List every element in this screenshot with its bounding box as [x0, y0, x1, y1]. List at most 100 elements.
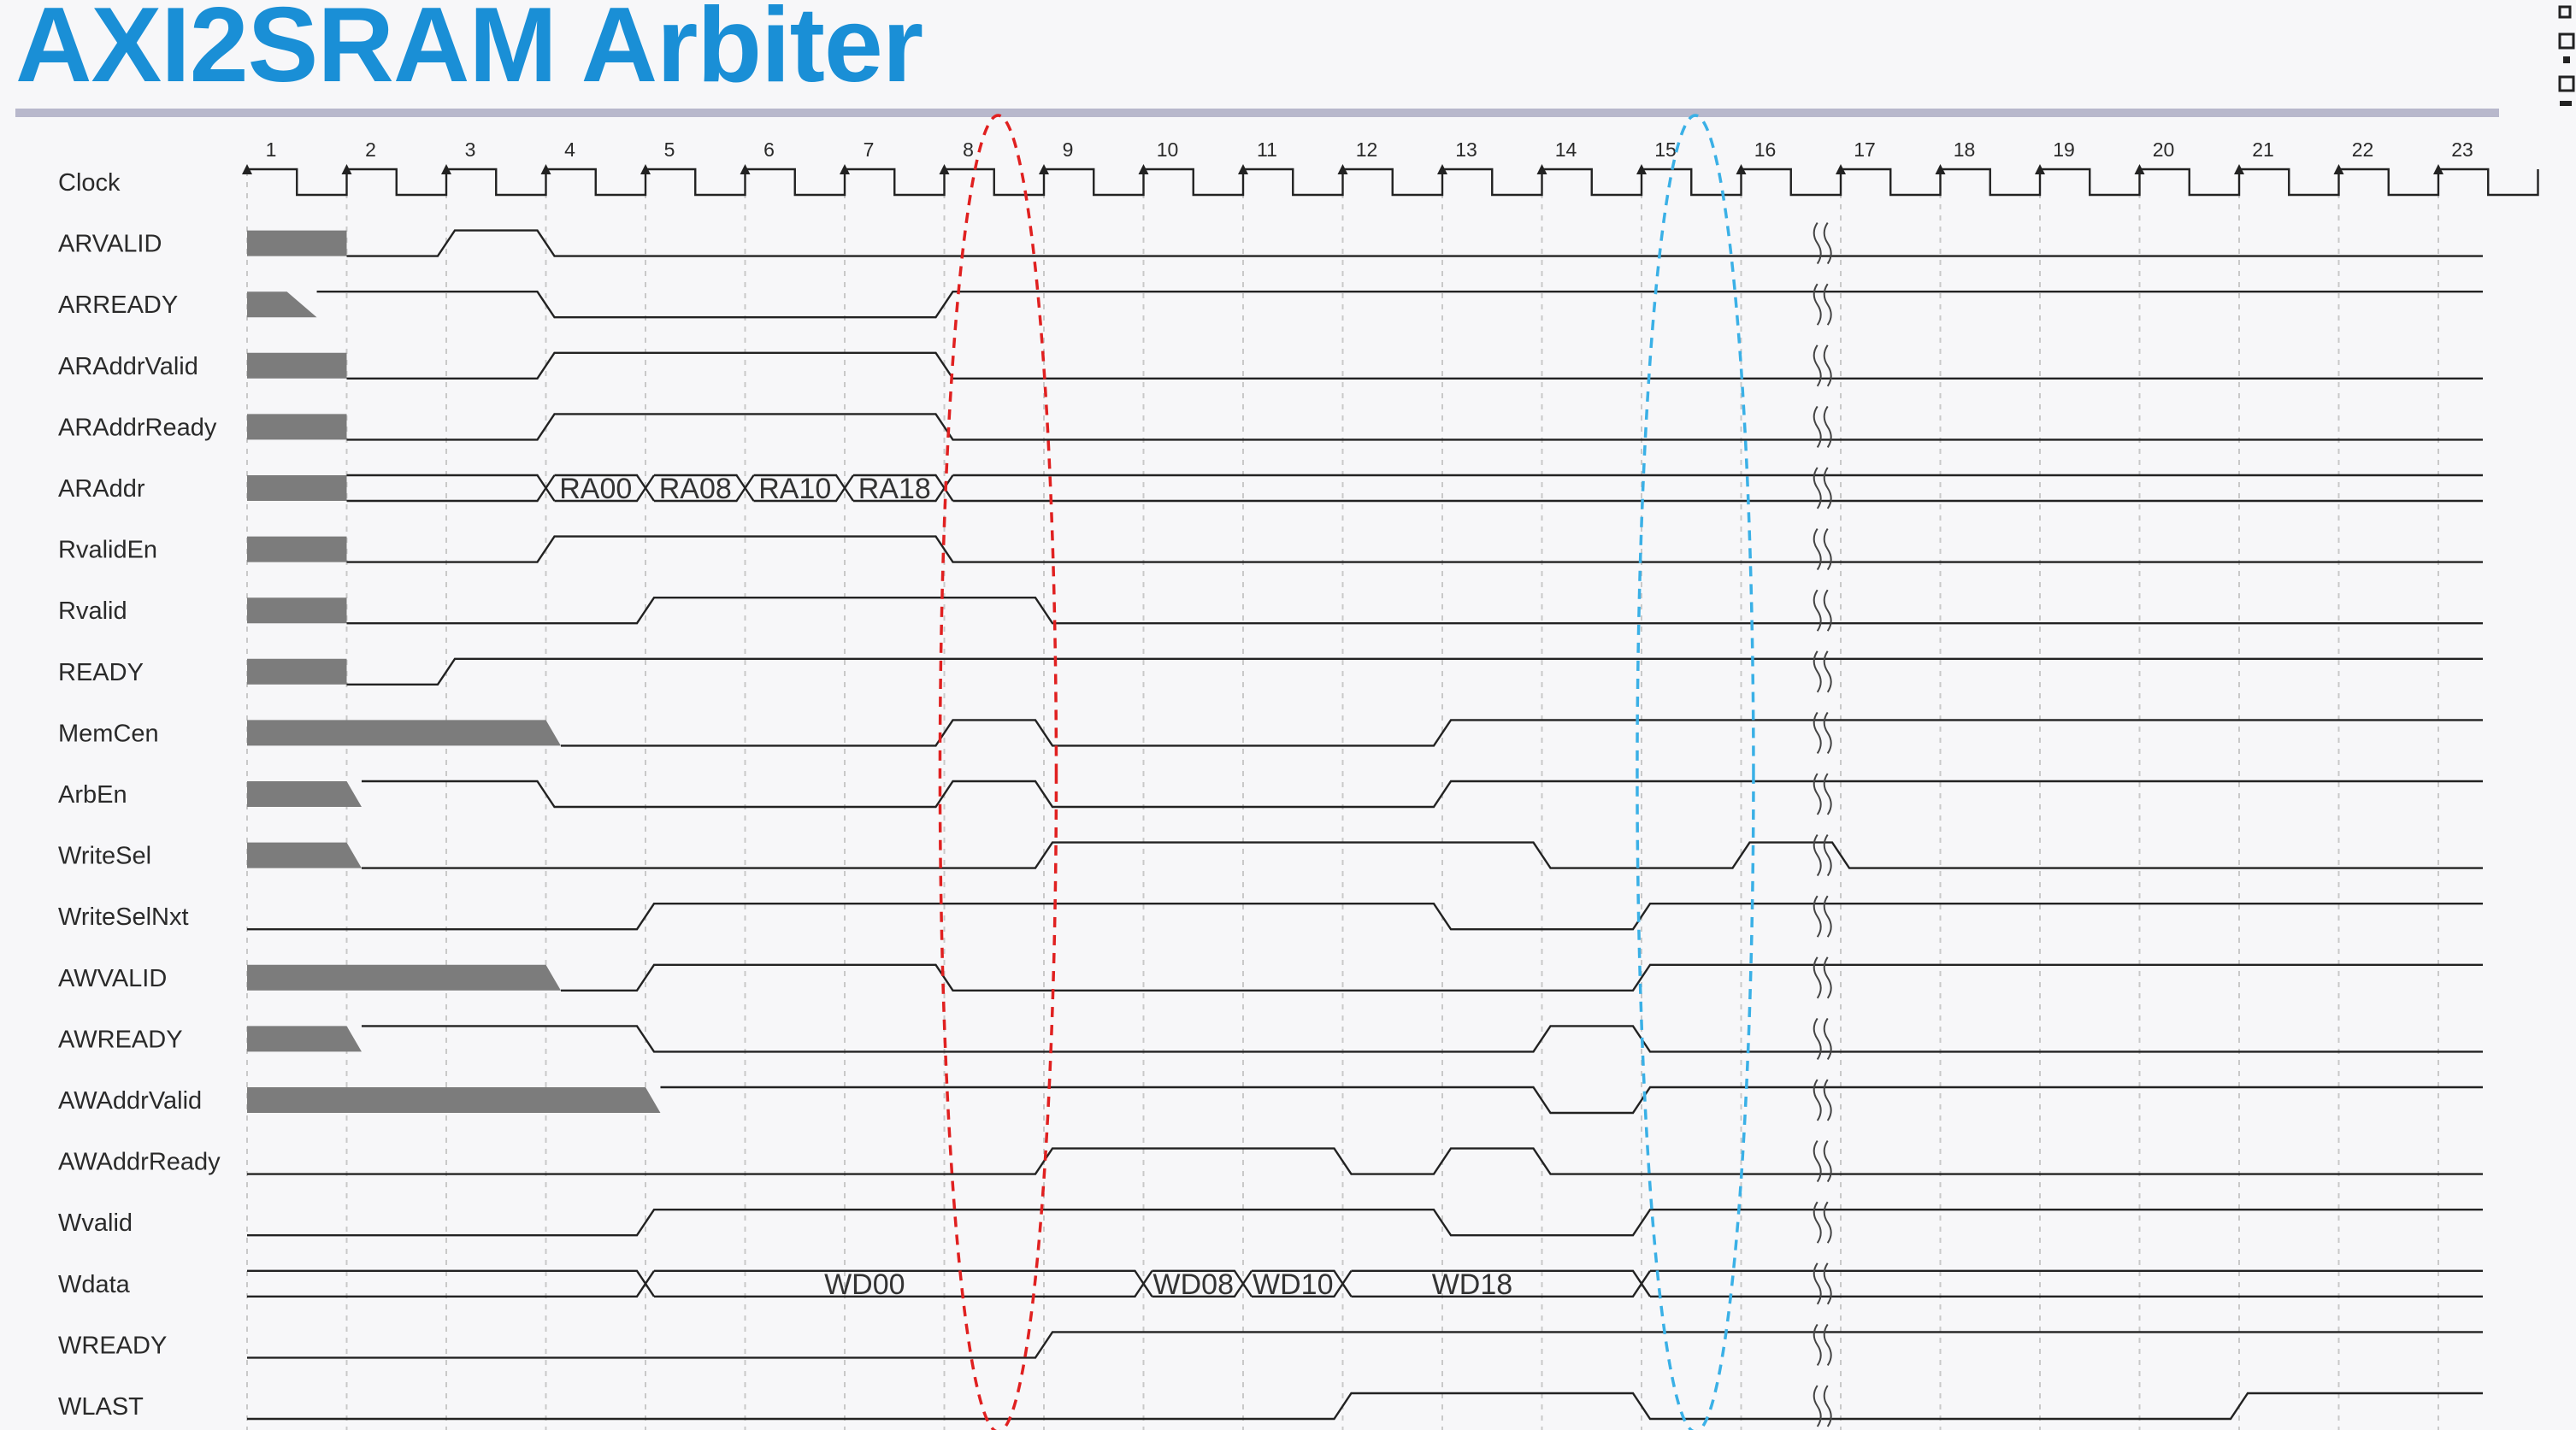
undefined-state: [247, 414, 347, 440]
break-mark: [1813, 773, 1822, 815]
cycle-number: 3: [465, 138, 476, 161]
cycle-number: 7: [864, 138, 875, 161]
clock-edge-arrow: [1536, 164, 1547, 174]
qr-code-icon: [2558, 5, 2575, 106]
break-mark: [1813, 711, 1822, 754]
clock-edge-arrow: [740, 164, 751, 174]
cycle-number: 8: [963, 138, 974, 161]
level-line: [247, 1147, 2483, 1175]
signal-label-arben: ArbEn: [58, 781, 127, 809]
clock-edge-arrow: [1138, 164, 1149, 174]
clock-edge-arrow: [540, 164, 551, 174]
signal-wave-wready: [247, 1331, 2483, 1359]
signal-label-araddrvalid: ARAddrValid: [58, 353, 198, 380]
signal-label-arready: ARREADY: [58, 291, 178, 319]
break-mark: [1823, 1201, 1832, 1244]
cycle-number: 13: [1455, 138, 1477, 161]
clock-edge-arrow: [2134, 164, 2145, 174]
break-mark: [1813, 1201, 1822, 1244]
signal-labels: Clock ARVALID ARREADY ARAddrValid ARAddrRead…: [58, 169, 221, 1421]
level-line: [346, 597, 2483, 625]
undefined-state: [247, 658, 347, 685]
bus-value-label: RA00: [559, 473, 632, 505]
break-mark: [1813, 956, 1822, 999]
signal-label-arvalid: ARVALID: [58, 231, 162, 258]
clock-edge-arrow: [1238, 164, 1248, 174]
cycle-number: 10: [1157, 138, 1179, 161]
clock-edge-arrow: [1437, 164, 1447, 174]
undefined-state: [247, 352, 347, 379]
undefined-state: [247, 536, 347, 562]
signal-wave-ready: [247, 657, 2483, 686]
bus-value-label: WD18: [1432, 1268, 1512, 1301]
clock-edge-arrow: [1337, 164, 1348, 174]
break-mark: [1813, 1079, 1822, 1121]
signal-label-wready: WREADY: [58, 1332, 167, 1359]
level-line: [560, 719, 2483, 747]
level-line: [660, 1086, 2483, 1115]
break-mark: [1823, 895, 1832, 938]
clock-edge-arrow: [1935, 164, 1946, 174]
clock-waveform: [242, 164, 2539, 197]
level-line: [247, 903, 2483, 931]
signal-label-writeselnxt: WriteSelNxt: [58, 903, 189, 931]
signal-wave-rvalid: [247, 597, 2483, 625]
signal-label-awready: AWREADY: [58, 1026, 183, 1053]
break-mark: [1823, 773, 1832, 815]
bus-rails: [247, 1269, 2483, 1298]
cycle-number: 18: [1954, 138, 1976, 161]
cycle-number: 19: [2053, 138, 2075, 161]
break-mark: [1823, 405, 1832, 448]
highlight-ellipses: [938, 114, 1755, 1430]
clock-edge-arrow: [2035, 164, 2045, 174]
signal-wave-awvalid: [247, 963, 2483, 992]
page-title: AXI2SRAM Arbiter: [15, 0, 923, 104]
break-mark: [1823, 467, 1832, 509]
signal-wave-memcen: [247, 719, 2483, 747]
signal-waveforms: RA00 RA08 RA10 RA18 WD00 WD08 WD10 WD18: [247, 229, 2483, 1421]
signal-label-awaddrvalid: AWAddrValid: [58, 1087, 202, 1115]
signal-label-rvaliden: RvalidEn: [58, 537, 157, 564]
red-dashed-ellipse: [938, 114, 1058, 1430]
level-line: [361, 780, 2483, 809]
level-line: [361, 841, 2483, 869]
signal-wave-awready: [247, 1025, 2483, 1053]
break-mark: [1813, 467, 1822, 509]
cycle-number: 4: [564, 138, 575, 161]
cycle-number: 22: [2352, 138, 2374, 161]
level-line: [247, 1392, 2483, 1421]
signal-label-ready: READY: [58, 659, 144, 686]
cycle-number: 23: [2451, 138, 2473, 161]
undefined-state: [247, 230, 347, 256]
break-mark: [1823, 283, 1832, 326]
break-mark: [1813, 528, 1822, 571]
clock-edge-arrow: [1736, 164, 1747, 174]
break-mark: [1813, 834, 1822, 877]
signal-wave-arready: [247, 291, 2483, 319]
signal-wave-wvalid: [247, 1209, 2483, 1237]
level-line: [361, 1025, 2483, 1053]
signal-wave-araddrvalid: [247, 351, 2483, 380]
break-mark: [1823, 528, 1832, 571]
signal-wave-araddrready: [247, 413, 2483, 441]
break-mark: [1823, 1017, 1832, 1060]
clock-edge-arrow: [1836, 164, 1846, 174]
signal-wave-arvalid: [247, 229, 2483, 257]
signal-label-wlast: WLAST: [58, 1393, 144, 1421]
title-rule: [15, 109, 2499, 117]
cycle-number: 14: [1555, 138, 1577, 161]
break-mark: [1813, 1262, 1822, 1305]
break-mark: [1813, 650, 1822, 693]
clock-edge-arrow: [2234, 164, 2244, 174]
break-mark: [1823, 1140, 1832, 1183]
level-line: [346, 229, 2483, 257]
cycle-number: 6: [763, 138, 775, 161]
signal-label-wdata: Wdata: [58, 1271, 131, 1298]
cycle-number: 5: [664, 138, 675, 161]
level-line: [346, 535, 2483, 563]
level-line: [346, 413, 2483, 441]
undefined-state: [247, 291, 317, 318]
cycle-number: 17: [1854, 138, 1876, 161]
signal-label-araddr: ARAddr: [58, 475, 145, 503]
